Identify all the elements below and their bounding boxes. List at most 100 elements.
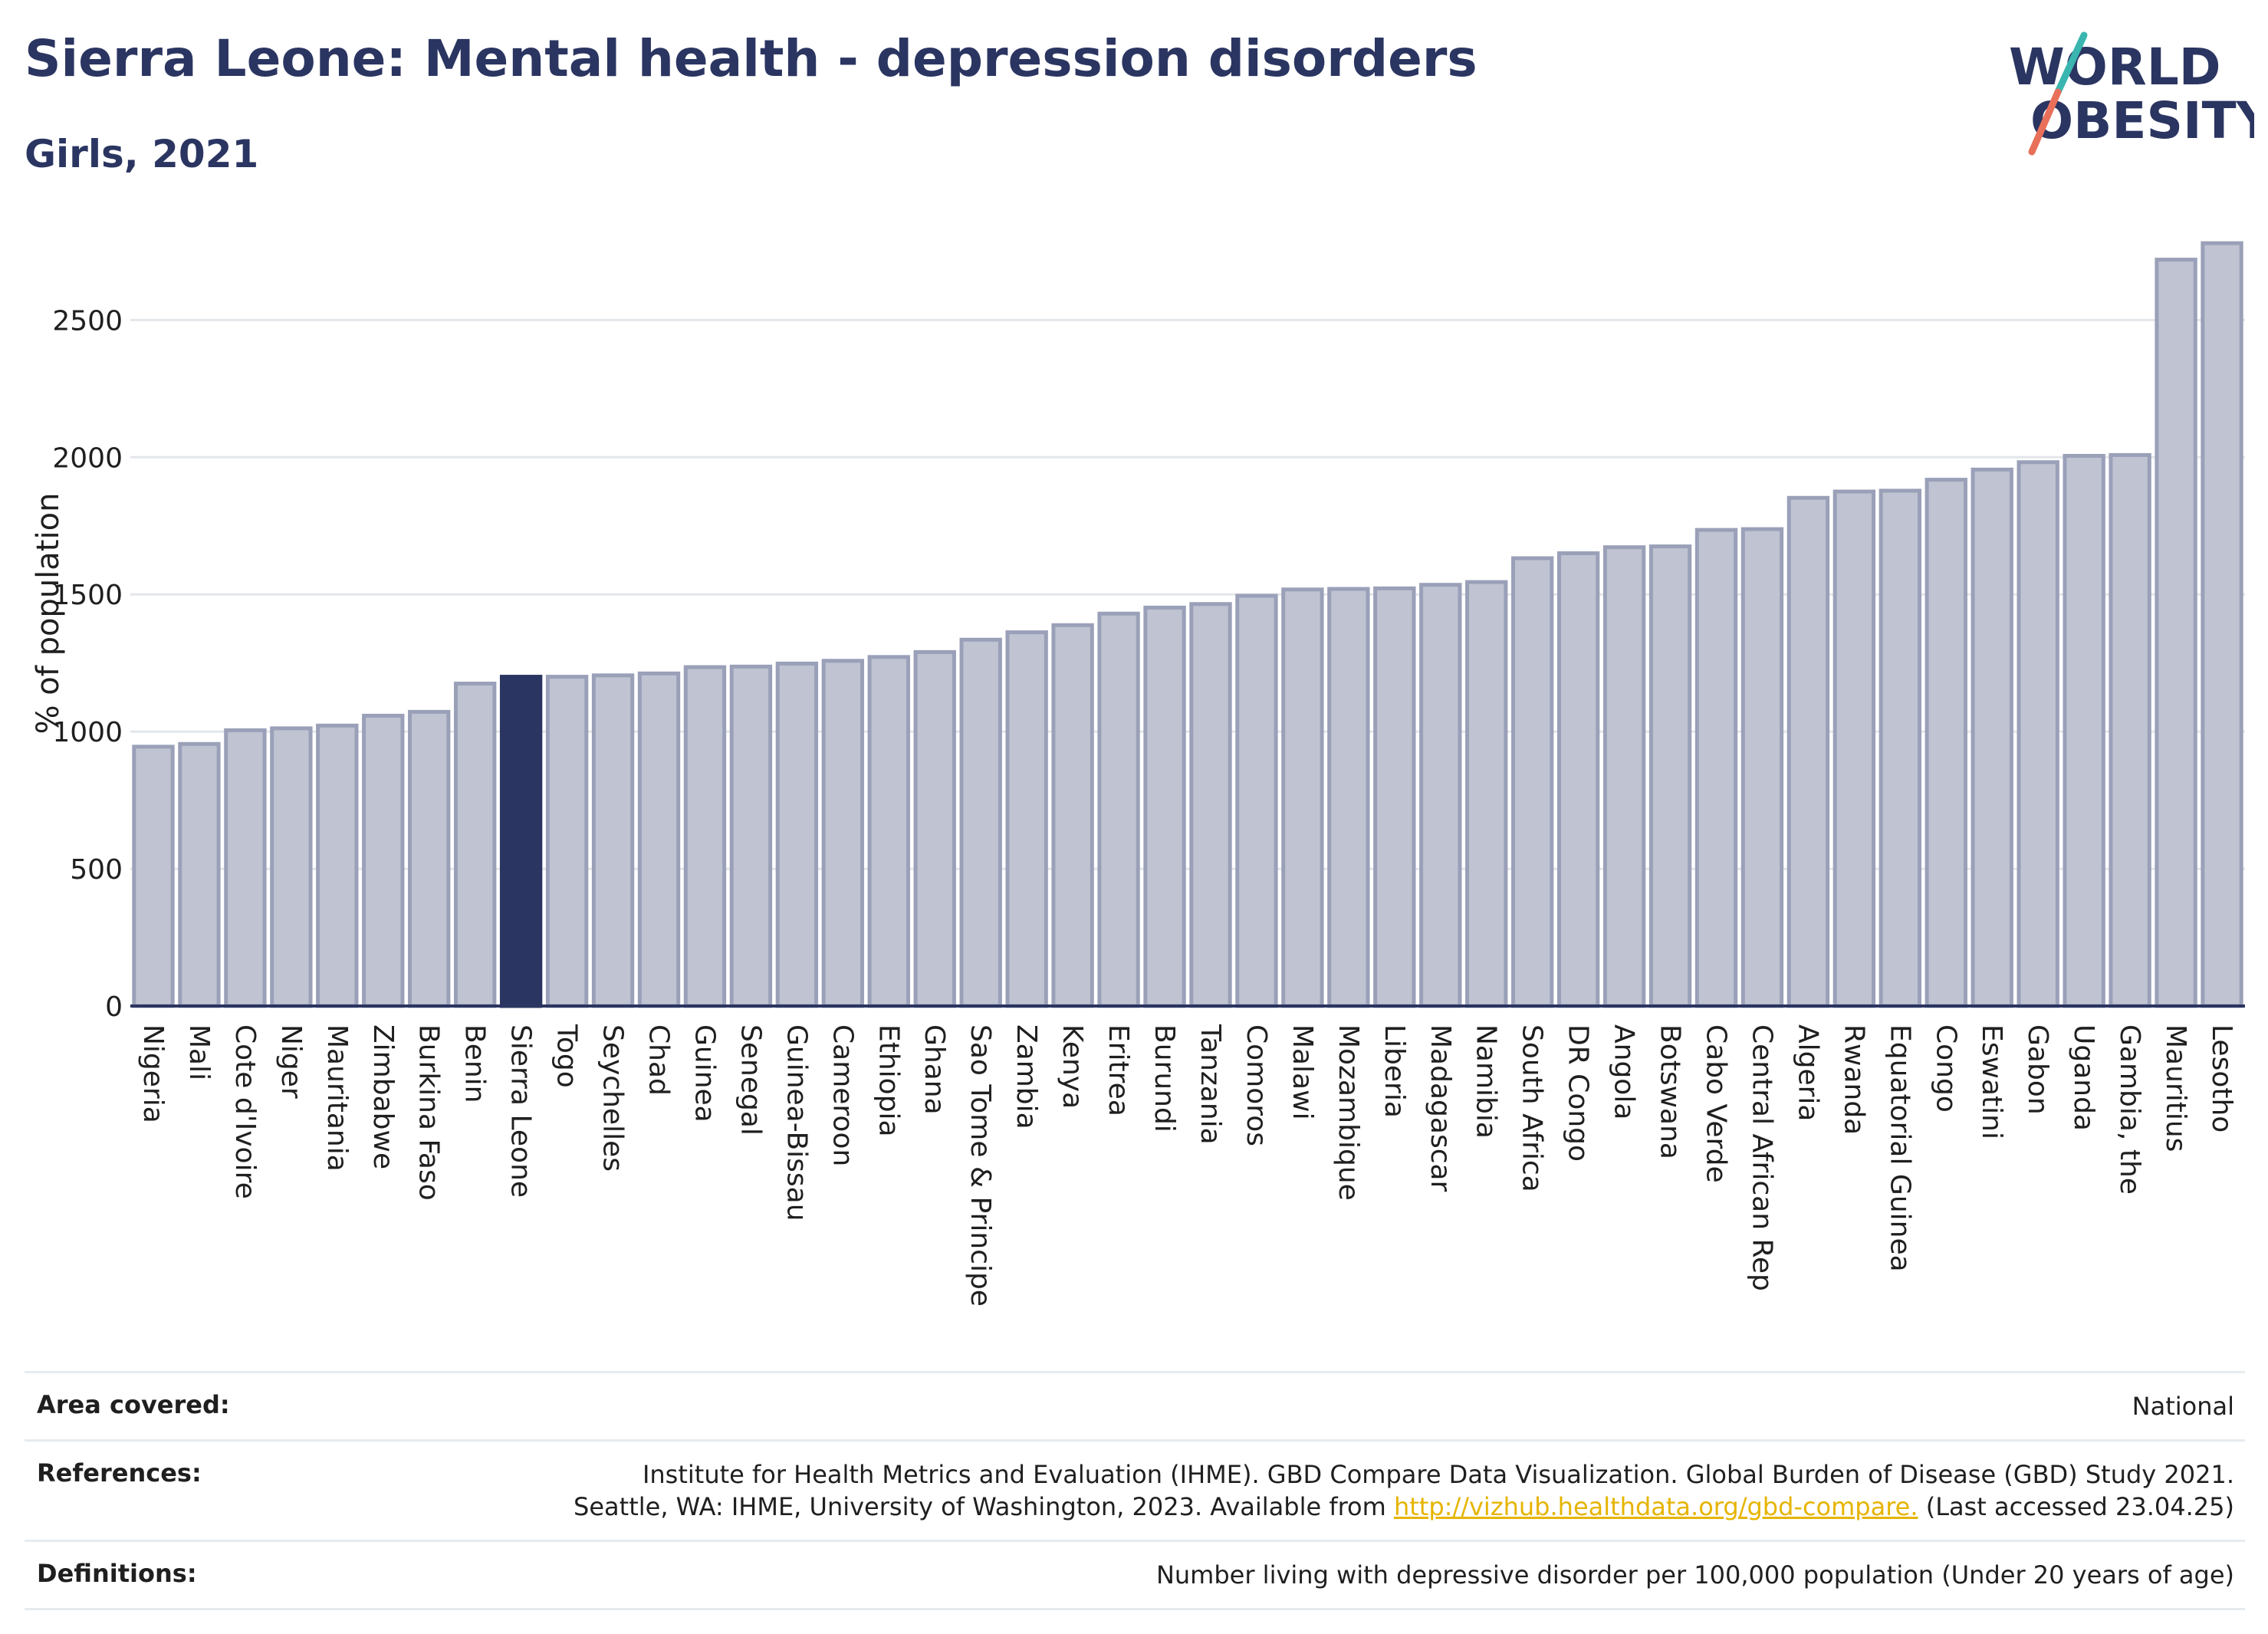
bar-cabo-verde (1694, 528, 1738, 1008)
x-tick-label: Uganda (2068, 1024, 2099, 1131)
x-tick-label: Guinea-Bissau (781, 1024, 812, 1221)
references-line-2-pre: Seattle, WA: IHME, University of Washing… (574, 1492, 1386, 1521)
x-tick-label: Mozambique (1333, 1024, 1364, 1201)
bar-guinea (683, 665, 727, 1008)
bar-cote-d-ivoire (224, 728, 267, 1008)
bar-angola (1602, 545, 1646, 1008)
bar-comoros (1235, 593, 1278, 1008)
x-tick-label: Ethiopia (873, 1024, 904, 1137)
bar-sierra-leone (499, 675, 543, 1008)
x-tick-label: Mali (183, 1024, 215, 1080)
bar-central-african-rep (1740, 527, 1784, 1008)
x-tick-label: DR Congo (1563, 1024, 1594, 1162)
bar-zambia (1005, 630, 1048, 1008)
bar-gabon (2017, 460, 2059, 1008)
footer-row-area: Area covered: National (25, 1371, 2245, 1439)
x-tick-label: Eswatini (1976, 1024, 2007, 1139)
x-tick-label: Togo (551, 1024, 583, 1088)
bar-congo (1925, 478, 1967, 1008)
definitions-value: Number living with depressive disorder p… (1155, 1560, 2234, 1590)
references-link[interactable]: http://vizhub.healthdata.org/gbd-compare… (1393, 1492, 1918, 1521)
bar-chad (637, 671, 681, 1008)
x-tick-label: Madagascar (1425, 1024, 1456, 1192)
bar-eritrea (1097, 611, 1140, 1008)
x-tick-label: Burkina Faso (413, 1024, 445, 1201)
bar-togo (545, 675, 589, 1008)
footer-row-references: References: Institute for Health Metrics… (25, 1439, 2245, 1540)
x-tick-label: Mauritania (321, 1024, 353, 1172)
x-tick-label: Kenya (1057, 1024, 1088, 1109)
x-tick-label: Lesotho (2206, 1024, 2237, 1133)
x-tick-label: Congo (1930, 1024, 1961, 1113)
logo-line-world: WORLD (2009, 38, 2221, 97)
x-tick-label: Ghana (919, 1024, 950, 1115)
footer-row-definitions: Definitions: Number living with depressi… (25, 1540, 2245, 1610)
bar-eswatini (1971, 467, 2013, 1008)
x-tick-label: Angola (1609, 1024, 1640, 1119)
logo-line-obesity: OBESITY (2030, 91, 2254, 150)
bar-mozambique (1327, 587, 1370, 1008)
y-tick-label: 2500 (52, 305, 123, 337)
bar-mauritius (2155, 258, 2197, 1008)
x-tick-label: Tanzania (1195, 1024, 1226, 1145)
x-axis: Nigeria Mali Cote d'Ivoire Niger Mauritania Z… (130, 1004, 2245, 1307)
world-obesity-logo: WORLD OBESITY (1994, 23, 2268, 161)
bar-tanzania (1189, 602, 1232, 1008)
bar-gambia-the (2109, 452, 2151, 1008)
bar-guinea-bissau (775, 661, 819, 1008)
x-tick-label: Senegal (735, 1024, 766, 1136)
bar-benin (453, 682, 497, 1008)
bar-sao-tome-principe (959, 637, 1002, 1008)
x-tick-label: Cameroon (827, 1024, 858, 1166)
y-axis: 0 500 1000 1500 2000 2500 (52, 305, 123, 1023)
bar-zimbabwe (362, 713, 405, 1008)
bar-lesotho (2201, 241, 2243, 1008)
x-tick-label: Cote d'Ivoire (229, 1024, 261, 1199)
bar-botswana (1648, 544, 1692, 1008)
x-tick-label: Guinea (689, 1024, 720, 1123)
references-label: References: (37, 1458, 202, 1488)
y-tick-label: 1000 (52, 717, 123, 748)
x-tick-label: Mauritius (2160, 1024, 2191, 1152)
y-tick-label: 2000 (52, 442, 123, 474)
x-tick-label: Zambia (1011, 1024, 1042, 1129)
references-value: Institute for Health Metrics and Evaluat… (574, 1458, 2234, 1523)
bar-senegal (729, 664, 773, 1008)
x-tick-label: Burundi (1149, 1024, 1180, 1133)
x-tick-label: Gambia, the (2114, 1024, 2145, 1195)
bars (132, 241, 2243, 1008)
bar-mauritania (316, 723, 359, 1008)
x-tick-label: South Africa (1517, 1024, 1548, 1192)
x-tick-label: Cabo Verde (1701, 1024, 1732, 1183)
x-tick-label: Niger (275, 1024, 307, 1099)
area-label: Area covered: (37, 1390, 230, 1419)
y-tick-label: 1500 (52, 580, 123, 611)
chart-subtitle: Girls, 2021 (25, 132, 259, 176)
y-axis-title: % of population (31, 493, 66, 735)
x-tick-label: Gabon (2022, 1024, 2053, 1115)
bar-chart: 0 500 1000 1500 2000 2500 Nigeria Mali Cote d'I… (31, 241, 2245, 1307)
x-tick-label: Algeria (1792, 1024, 1823, 1122)
definitions-label: Definitions: (37, 1559, 197, 1588)
x-tick-label: Central African Rep (1746, 1024, 1777, 1291)
references-line-1: Institute for Health Metrics and Evaluat… (642, 1460, 2234, 1489)
references-line-2-post: (Last accessed 23.04.25) (1925, 1492, 2234, 1521)
bar-dr-congo (1556, 551, 1600, 1008)
x-tick-label: Nigeria (137, 1024, 169, 1123)
area-value: National (2132, 1392, 2234, 1421)
bar-liberia (1373, 586, 1416, 1008)
bar-equatorial-guinea (1878, 488, 1922, 1008)
bar-rwanda (1832, 489, 1876, 1008)
x-tick-label: Botswana (1655, 1024, 1686, 1159)
x-tick-label: Benin (459, 1024, 491, 1103)
x-tick-label: Malawi (1287, 1024, 1318, 1120)
x-tick-label: Equatorial Guinea (1884, 1024, 1915, 1272)
bar-algeria (1786, 495, 1830, 1008)
x-tick-label: Sierra Leone (505, 1024, 537, 1198)
bar-mali (178, 741, 221, 1008)
y-tick-label: 500 (70, 854, 123, 886)
x-tick-label: Eritrea (1103, 1024, 1134, 1116)
bar-namibia (1465, 580, 1508, 1008)
bar-south-africa (1510, 556, 1554, 1008)
footer-table: Area covered: National References: Insti… (25, 1371, 2245, 1610)
